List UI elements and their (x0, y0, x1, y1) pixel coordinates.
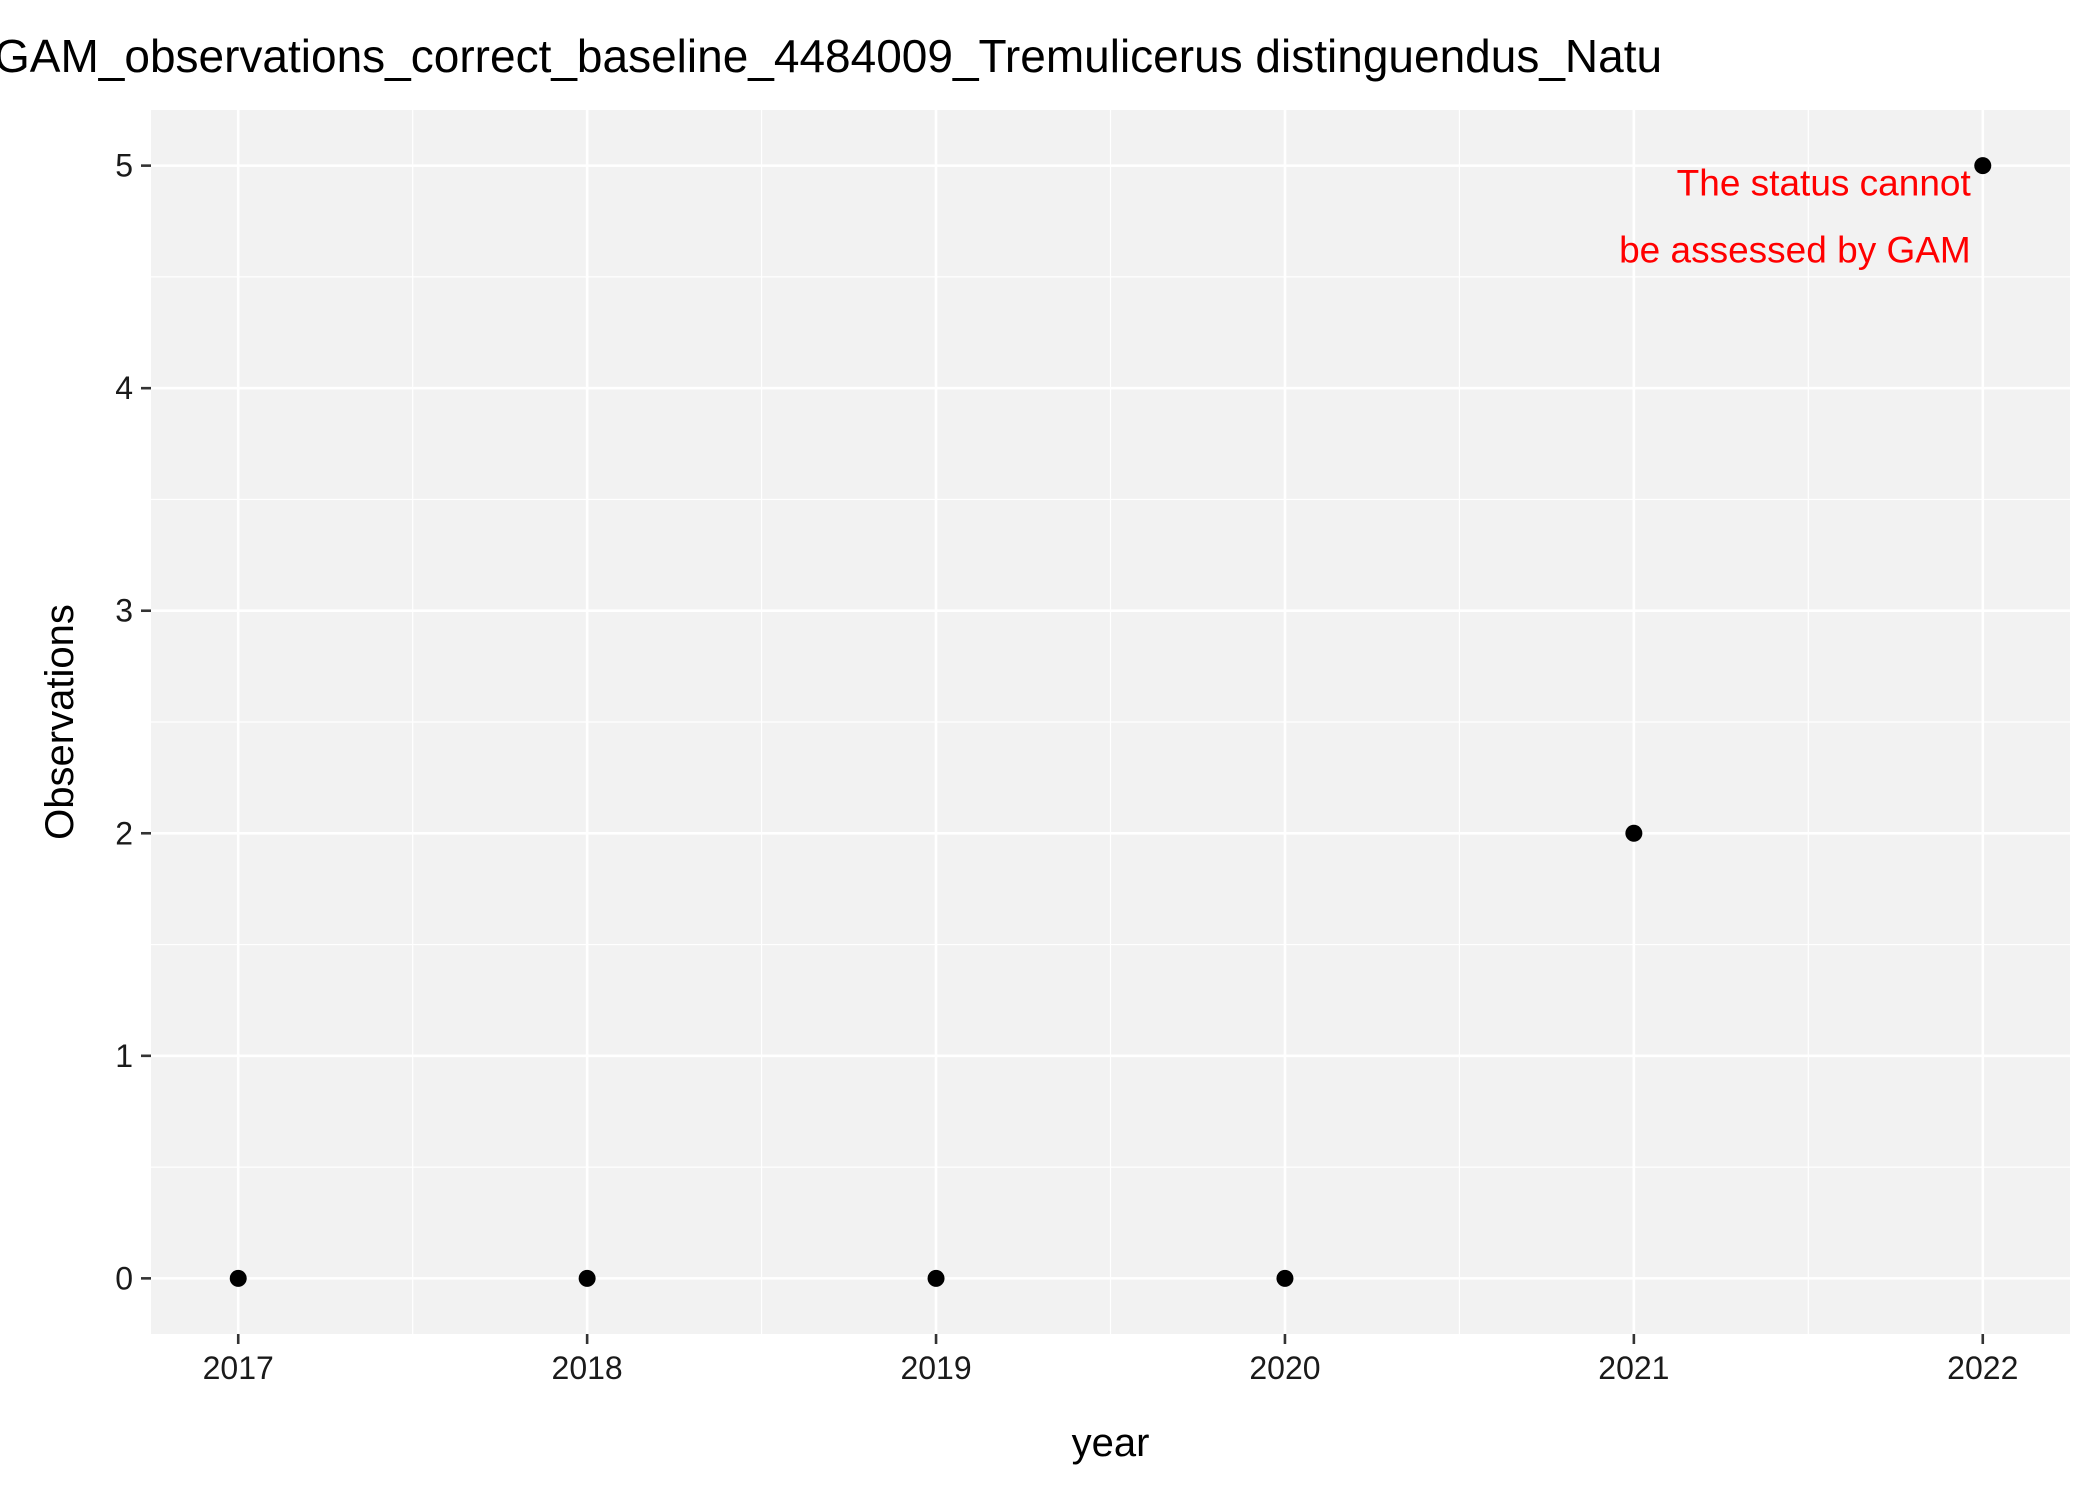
annotation-line: The status cannot (1677, 163, 1972, 204)
x-axis-title: year (1072, 1421, 1150, 1465)
data-point (229, 1269, 247, 1287)
y-tick-label: 3 (115, 593, 133, 629)
data-point (1276, 1269, 1294, 1287)
x-tick-label: 2022 (1947, 1350, 2018, 1386)
y-tick-label: 2 (115, 815, 133, 851)
y-axis: 0 1 2 3 4 5 (115, 148, 151, 1296)
data-point (1625, 824, 1643, 842)
x-tick-label: 2017 (203, 1350, 274, 1386)
data-point (927, 1269, 945, 1287)
minor-gridlines (151, 110, 2070, 1334)
annotation: The status cannot be assessed by GAM (1619, 163, 1971, 271)
x-tick-label: 2019 (900, 1350, 971, 1386)
y-axis-title: Observations (38, 604, 82, 840)
data-point (578, 1269, 596, 1287)
x-tick-label: 2018 (552, 1350, 623, 1386)
major-gridlines (151, 110, 2070, 1334)
annotation-line: be assessed by GAM (1619, 230, 1971, 271)
x-tick-label: 2020 (1249, 1350, 1320, 1386)
chart-title: GAM_observations_correct_baseline_448400… (0, 30, 1662, 82)
y-tick-label: 0 (115, 1260, 133, 1296)
data-point (1974, 157, 1992, 175)
y-tick-label: 4 (115, 370, 133, 406)
data-points (229, 157, 1992, 1287)
x-tick-label: 2021 (1598, 1350, 1669, 1386)
y-tick-label: 5 (115, 148, 133, 184)
y-tick-label: 1 (115, 1038, 133, 1074)
x-axis: 2017 2018 2019 2020 2021 2022 (203, 1334, 2018, 1386)
